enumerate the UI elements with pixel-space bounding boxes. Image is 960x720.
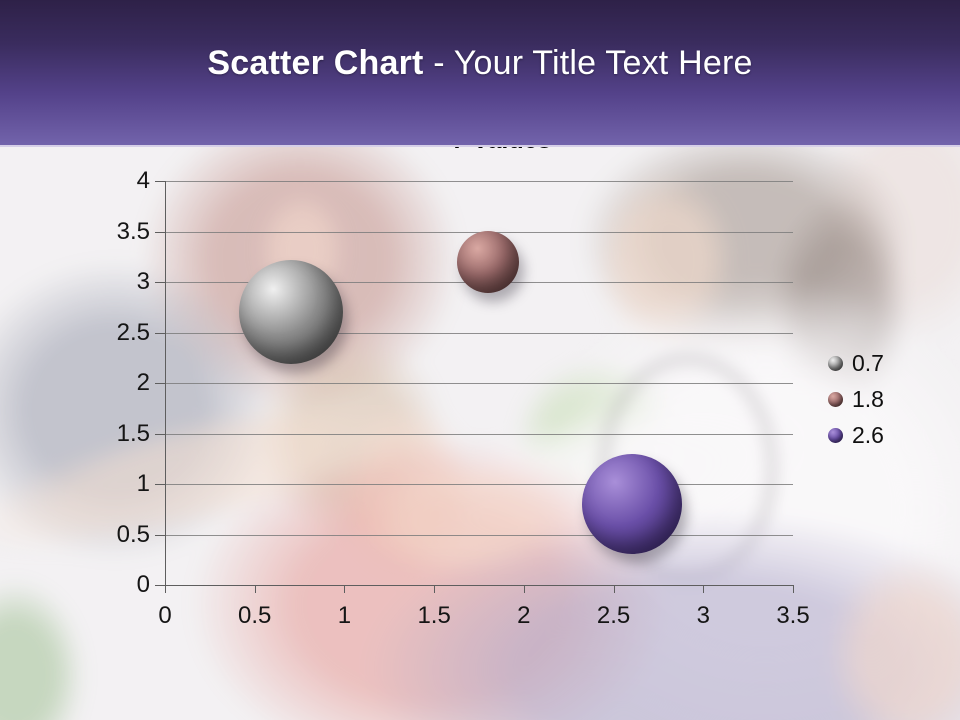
y-axis-tick	[155, 282, 165, 283]
y-axis-tick	[155, 383, 165, 384]
x-axis-tick	[344, 585, 346, 593]
gridline	[165, 383, 793, 384]
x-tick-label: 1	[337, 602, 352, 629]
x-tick-label: 2.5	[596, 602, 631, 629]
legend-marker-icon	[828, 356, 843, 371]
legend-label: 0.7	[852, 350, 884, 376]
y-tick-label: 0.5	[116, 520, 150, 548]
gridline	[165, 332, 793, 334]
gridline	[165, 534, 793, 536]
y-axis-tick	[155, 231, 165, 233]
legend-label: 1.8	[852, 386, 884, 412]
background-photo	[0, 85, 960, 720]
x-tick-label: 2	[517, 602, 531, 629]
y-axis-tick	[155, 534, 165, 536]
x-tick-label: 0.5	[238, 602, 272, 629]
x-tick-label: 3.5	[776, 602, 810, 629]
gridline	[165, 433, 793, 435]
slide-header: Scatter Chart - Your Title Text Here	[0, 0, 960, 147]
x-axis-tick	[165, 585, 166, 593]
slide-title-bold: Scatter Chart	[207, 43, 424, 82]
bubble-series-1.8[interactable]	[456, 230, 519, 293]
y-axis-tick	[155, 433, 165, 435]
x-tick-label: 3	[696, 602, 710, 629]
legend-item-0.7[interactable]: 0.7	[828, 350, 884, 377]
y-axis-tick	[155, 332, 165, 334]
x-axis-tick	[703, 585, 705, 593]
chart-legend: 0.7 1.8 2.6	[828, 350, 884, 449]
x-tick-label: 1.5	[417, 602, 451, 629]
gridline	[165, 484, 793, 485]
x-tick-label: 0	[158, 602, 172, 629]
x-axis-tick	[434, 585, 436, 593]
legend-marker-icon	[828, 392, 843, 407]
y-tick-label: 1	[136, 470, 150, 497]
y-tick-label: 0	[136, 571, 150, 598]
y-axis-tick	[155, 484, 165, 485]
y-tick-label: 3	[136, 268, 150, 295]
slide-title-rest: - Your Title Text Here	[423, 43, 753, 82]
legend-item-2.6[interactable]: 2.6	[828, 422, 884, 449]
legend-label: 2.6	[852, 422, 884, 448]
legend-item-1.8[interactable]: 1.8	[828, 386, 884, 413]
y-axis-tick	[155, 585, 165, 586]
x-axis-tick	[523, 585, 525, 593]
legend-marker-icon	[828, 428, 843, 443]
x-axis-tick	[793, 585, 794, 593]
y-tick-label: 3.5	[116, 217, 150, 245]
bubble-series-0.7[interactable]	[238, 260, 343, 365]
y-axis-line	[165, 181, 166, 585]
x-axis-tick	[254, 585, 256, 593]
y-tick-label: 2	[136, 369, 150, 396]
x-axis-tick	[613, 585, 615, 593]
y-tick-label: 1.5	[116, 419, 150, 447]
y-tick-label: 2.5	[116, 318, 150, 346]
x-axis-line	[165, 585, 794, 586]
y-axis-tick	[155, 181, 165, 182]
gridline	[165, 181, 793, 182]
slide-title: Scatter Chart - Your Title Text Here	[207, 44, 752, 83]
y-tick-label: 4	[136, 167, 150, 194]
bubble-series-2.6[interactable]	[581, 454, 682, 555]
